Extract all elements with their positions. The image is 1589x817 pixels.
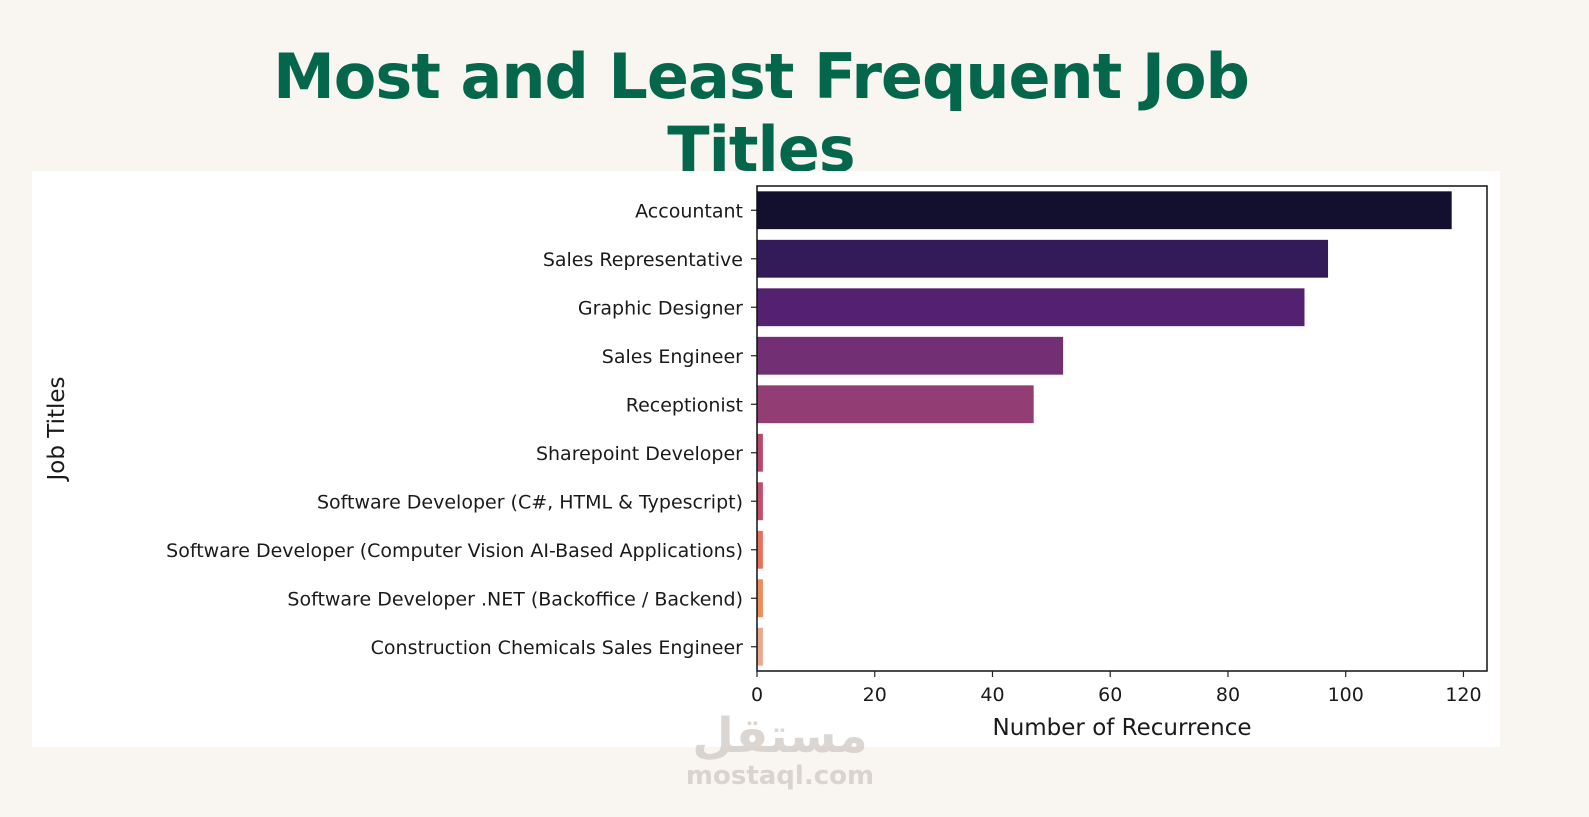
bar [757,288,1305,327]
bar [757,239,1329,278]
y-tick-label: Software Developer (C#, HTML & Typescrip… [317,491,743,513]
y-tick-label: Construction Chemicals Sales Engineer [371,637,744,659]
bar [757,530,763,569]
chart-panel: Accountant Sales Representative Graphic De… [32,171,1500,747]
y-tick-label: Receptionist [626,394,743,416]
page-title: Most and Least Frequent Job Titles [273,40,1250,186]
bar [757,482,763,521]
bar [757,433,763,472]
y-tick-label: Accountant [635,200,743,222]
watermark-latin: mostaql.com [686,761,874,791]
y-tick-label: Graphic Designer [578,297,743,319]
y-tick-label: Sales Representative [543,249,743,271]
y-tick-label: Software Developer (Computer Vision AI-B… [166,540,743,562]
bar [757,385,1034,424]
bar [757,336,1064,375]
x-tick-label: 100 [1328,684,1364,706]
bar-chart: Accountant Sales Representative Graphic De… [44,185,1488,741]
x-axis-label: Number of Recurrence [992,715,1251,741]
x-tick-label: 0 [751,684,763,706]
bar [757,191,1452,230]
x-tick-label: 120 [1445,684,1481,706]
plot-frame [756,185,1488,672]
y-tick-label: Software Developer .NET (Backoffice / Ba… [287,588,743,610]
y-tick-label: Sharepoint Developer [536,443,743,465]
watermark-arabic: مستقل [692,708,868,764]
x-tick-label: 60 [1098,684,1122,706]
bar [757,579,763,618]
x-tick-label: 40 [980,684,1004,706]
bar [757,627,763,666]
y-axis-label: Job Titles [44,376,70,482]
y-tick-label: Sales Engineer [602,346,743,368]
x-tick-label: 20 [863,684,887,706]
x-tick-label: 80 [1216,684,1240,706]
title-area: Most and Least Frequent Job Titles [230,40,1292,186]
watermark: مستقل mostaql.com [660,700,900,795]
